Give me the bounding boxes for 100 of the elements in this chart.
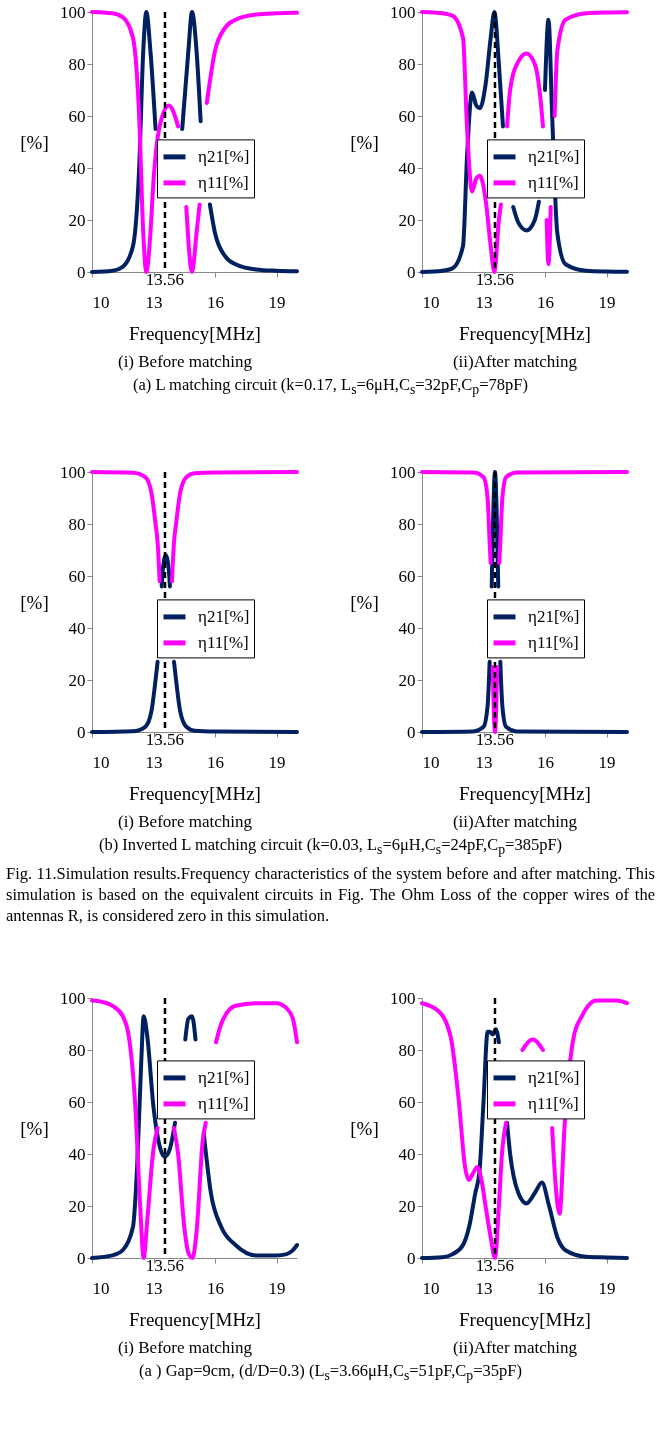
legend-label: η21[%] — [528, 607, 580, 627]
y-tick-label: 80 — [68, 1040, 86, 1060]
x-tick-label: 16 — [207, 1278, 224, 1298]
x-tick-label: 19 — [268, 292, 286, 312]
legend-label: η21[%] — [528, 1067, 580, 1087]
text: (i) Before matching — [116, 812, 254, 834]
y-tick-label: 100 — [390, 988, 416, 1008]
y-tick-label: 60 — [68, 106, 86, 126]
x-tick-label: 19 — [598, 1278, 616, 1298]
y-tick-label: 100 — [60, 462, 86, 482]
y-tick-label: 80 — [398, 54, 416, 74]
x-axis-title: Frequency[MHz] — [129, 1308, 261, 1330]
y-tick-label: 60 — [68, 566, 86, 586]
x-tick-label: 10 — [422, 1278, 440, 1298]
text: (ii)After matching — [451, 812, 579, 834]
ref-line-label: 13.56 — [145, 1255, 185, 1275]
y-tick-label: 40 — [398, 618, 416, 638]
y-tick-label: 20 — [68, 670, 86, 690]
y-tick-label: 60 — [398, 1092, 416, 1112]
legend-label: η21[%] — [198, 146, 250, 166]
y-axis-title: [%] — [350, 591, 379, 613]
y-axis-title: [%] — [20, 591, 49, 613]
x-tick-label: 13 — [145, 292, 163, 312]
x-axis-title: Frequency[MHz] — [459, 1308, 591, 1330]
x-tick-label: 10 — [92, 292, 110, 312]
x-tick-label: 16 — [537, 752, 554, 772]
x-tick-label: 19 — [598, 752, 616, 772]
text: (i) Before matching — [116, 1337, 254, 1359]
x-tick-label: 10 — [422, 752, 440, 772]
x-tick-label: 13 — [145, 752, 163, 772]
x-tick-label: 19 — [268, 1278, 286, 1298]
y-tick-label: 0 — [407, 722, 416, 742]
y-tick-label: 20 — [398, 210, 416, 230]
y-tick-label: 0 — [77, 722, 86, 742]
ref-line-label: 13.56 — [475, 730, 515, 750]
y-axis-title: [%] — [20, 131, 49, 153]
y-tick-label: 40 — [398, 158, 416, 178]
y-tick-label: 80 — [398, 514, 416, 534]
x-axis-title: Frequency[MHz] — [459, 782, 591, 804]
y-tick-label: 60 — [398, 566, 416, 586]
legend-label: η11[%] — [198, 172, 249, 192]
x-tick-label: 13 — [475, 292, 493, 312]
x-tick-label: 16 — [207, 752, 224, 772]
y-tick-label: 0 — [77, 262, 86, 282]
x-tick-label: 16 — [207, 292, 224, 312]
caption: Fig. 11.Simulation results.Frequency characteristics of the system before and after matching. This simulation is based on the equivalent circuits in Fig. The Ohm Loss of the copper wires of the antennas R, is considered zero in this simulation. — [5, 862, 656, 926]
y-tick-label: 100 — [60, 988, 86, 1008]
y-axis-title: [%] — [350, 1117, 379, 1139]
y-tick-label: 20 — [68, 1196, 86, 1216]
y-tick-label: 0 — [407, 262, 416, 282]
x-tick-label: 19 — [268, 752, 286, 772]
x-tick-label: 13 — [475, 1278, 493, 1298]
legend-label: η11[%] — [198, 633, 249, 653]
legend-label: η11[%] — [528, 172, 579, 192]
ref-line-label: 13.56 — [145, 270, 185, 289]
y-tick-label: 60 — [398, 106, 416, 126]
text: (ii)After matching — [451, 352, 579, 373]
legend-label: η11[%] — [528, 633, 579, 653]
x-tick-label: 19 — [598, 292, 616, 312]
text: (ii)After matching — [451, 1337, 579, 1359]
text: (b) Inverted L matching circuit (k=0.03, L$_{s}$=6μH,C$_{s}$=24pF,C$_{p}$=385pF) — [97, 834, 564, 860]
x-tick-label: 16 — [537, 292, 554, 312]
y-axis-title: [%] — [350, 131, 379, 153]
x-tick-label: 10 — [92, 752, 110, 772]
y-tick-label: 80 — [68, 514, 86, 534]
text: (a) L matching circuit (k=0.17, L$_{s}$=6μH,C$_{s}$=32pF,C$_{p}$=78pF) — [132, 374, 529, 400]
legend-label: η21[%] — [528, 146, 580, 166]
y-tick-label: 20 — [398, 670, 416, 690]
x-tick-label: 13 — [475, 752, 493, 772]
legend-label: η11[%] — [198, 1093, 249, 1113]
y-tick-label: 0 — [407, 1248, 416, 1268]
y-tick-label: 40 — [68, 1144, 86, 1164]
y-tick-label: 60 — [68, 1092, 86, 1112]
legend-label: η11[%] — [528, 1093, 579, 1113]
x-axis-title: Frequency[MHz] — [459, 322, 591, 344]
x-tick-label: 16 — [537, 1278, 554, 1298]
text: (a ) Gap=9cm, (d/D=0.3) (L$_{s}$=3.66μH,C$_{s}$=51pF,C$_{p}$=35pF) — [138, 1359, 523, 1385]
legend-label: η21[%] — [198, 607, 250, 627]
ref-line-label: 13.56 — [475, 270, 515, 289]
x-axis-title: Frequency[MHz] — [129, 322, 261, 344]
y-axis-title: [%] — [20, 1117, 49, 1139]
x-tick-label: 10 — [422, 292, 440, 312]
y-tick-label: 80 — [398, 1040, 416, 1060]
y-tick-label: 40 — [68, 618, 86, 638]
y-tick-label: 100 — [390, 462, 416, 482]
x-axis-title: Frequency[MHz] — [129, 782, 261, 804]
y-tick-label: 20 — [68, 210, 86, 230]
x-tick-label: 10 — [92, 1278, 110, 1298]
legend-label: η21[%] — [198, 1067, 250, 1087]
y-tick-label: 80 — [68, 54, 86, 74]
y-tick-label: 40 — [398, 1144, 416, 1164]
y-tick-label: 100 — [390, 2, 416, 22]
ref-line-label: 13.56 — [475, 1255, 515, 1275]
text: (i) Before matching — [116, 352, 254, 373]
y-tick-label: 100 — [60, 2, 86, 22]
ref-line-label: 13.56 — [145, 730, 185, 750]
y-tick-label: 20 — [398, 1196, 416, 1216]
y-tick-label: 0 — [77, 1248, 86, 1268]
x-tick-label: 13 — [145, 1278, 163, 1298]
y-tick-label: 40 — [68, 158, 86, 178]
